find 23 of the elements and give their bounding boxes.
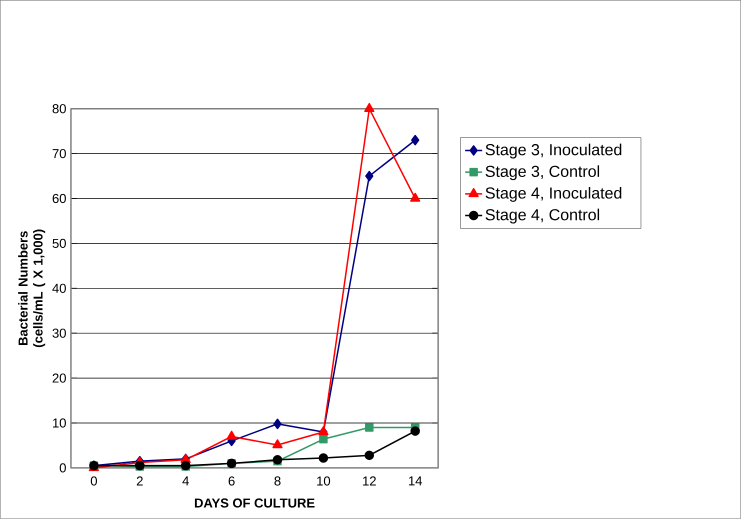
y-tick-label: 50 xyxy=(52,238,66,248)
x-tick-label: 4 xyxy=(182,476,189,486)
y-tick-label: 30 xyxy=(52,328,66,338)
y-tick-label: 40 xyxy=(52,284,66,293)
y-tick-label: 70 xyxy=(52,149,66,158)
x-axis-title: DAYS OF CULTURE xyxy=(194,498,315,508)
legend-label: Stage 4, Inoculated xyxy=(486,187,622,202)
x-tick-label: 6 xyxy=(228,476,235,486)
legend-label: Stage 4, Control xyxy=(486,208,600,224)
x-tick-label: 8 xyxy=(274,476,281,486)
y-tick-label: 0 xyxy=(60,463,66,473)
y-tick-label: 20 xyxy=(52,374,66,383)
legend-label: Stage 3, Inoculated xyxy=(486,144,622,159)
x-tick-label: 12 xyxy=(363,476,376,486)
x-tick-label: 2 xyxy=(136,476,143,486)
x-tick-label: 0 xyxy=(90,476,97,486)
x-tick-label: 14 xyxy=(408,476,422,486)
y-tick-label: 10 xyxy=(53,418,66,428)
x-tick-label: 10 xyxy=(317,476,330,486)
legend-label: Stage 3, Control xyxy=(486,165,600,180)
y-tick-label: 60 xyxy=(52,194,66,204)
y-tick-label: 80 xyxy=(52,104,66,114)
y-axis-title: Bacterial Numbers (cells/mL ( X 1,000) xyxy=(18,230,46,348)
